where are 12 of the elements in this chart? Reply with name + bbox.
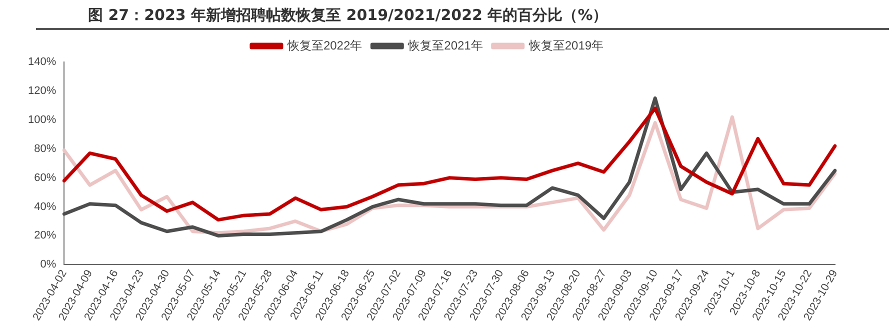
y-tick-label: 20% — [34, 230, 56, 242]
y-tick-label: 0% — [40, 258, 56, 271]
y-tick-label: 60% — [34, 172, 56, 184]
legend-label: 恢复至2022年 — [286, 38, 362, 52]
y-tick-label: 80% — [34, 142, 56, 155]
chart-title: 图 27：2023 年新增招聘帖数恢复至 2019/2021/2022 年的百分比（%） — [36, 0, 889, 30]
legend-label: 恢复至2021年 — [407, 38, 483, 52]
legend-label: 恢复至2019年 — [528, 38, 604, 52]
y-tick-label: 40% — [34, 200, 56, 213]
y-tick-label: 100% — [28, 114, 56, 126]
y-tick-label: 140% — [28, 56, 56, 68]
y-tick-label: 120% — [28, 84, 56, 97]
